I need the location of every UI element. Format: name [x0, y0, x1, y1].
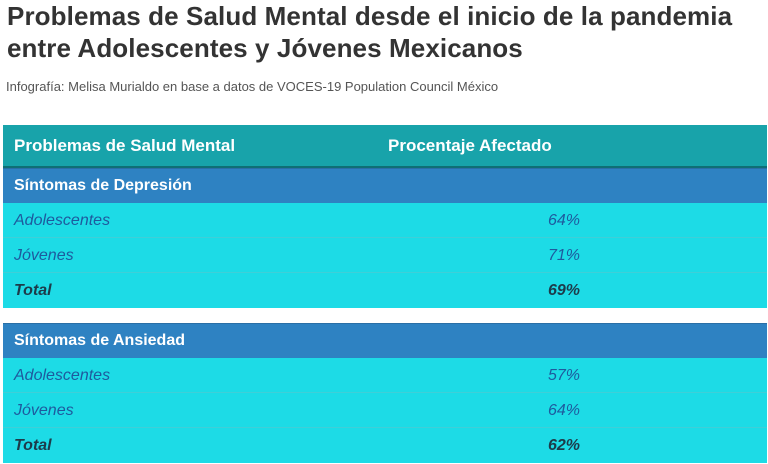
- table-row: Adolescentes 57%: [3, 358, 767, 393]
- row-label: Total: [14, 437, 52, 454]
- chart-subtitle: Infografía: Melisa Murialdo en base a da…: [6, 79, 499, 94]
- row-value: 69%: [547, 282, 580, 299]
- row-value: 62%: [547, 437, 580, 454]
- chart-title: Problemas de Salud Mental desde el inici…: [7, 1, 733, 63]
- table-row-total: Total 62%: [3, 428, 767, 463]
- row-value: 64%: [547, 212, 580, 229]
- data-table: Problemas de Salud Mental Procentaje Afe…: [3, 125, 767, 463]
- row-label: Adolescentes: [14, 212, 111, 229]
- group-header-anxiety: Síntomas de Ansiedad: [3, 323, 767, 358]
- row-value: 71%: [547, 247, 580, 264]
- row-label: Total: [14, 282, 52, 299]
- group-title-anxiety: Síntomas de Ansiedad: [14, 332, 185, 349]
- row-value: 57%: [547, 367, 580, 384]
- group-anxiety: Síntomas de Ansiedad Adolescentes 57% Jó…: [3, 323, 767, 463]
- row-label: Adolescentes: [14, 367, 111, 384]
- row-value: 64%: [547, 402, 580, 419]
- column-header-percentage: Procentaje Afectado: [388, 136, 552, 155]
- group-header-depression: Síntomas de Depresión: [3, 168, 767, 203]
- group-title-depression: Síntomas de Depresión: [14, 177, 192, 194]
- table-row: Adolescentes 64%: [3, 203, 767, 238]
- table-row-total: Total 69%: [3, 273, 767, 308]
- column-header-problem: Problemas de Salud Mental: [14, 136, 236, 155]
- row-label: Jóvenes: [14, 402, 74, 419]
- table-header-row: Problemas de Salud Mental Procentaje Afe…: [3, 125, 767, 168]
- group-depression: Síntomas de Depresión Adolescentes 64% J…: [3, 168, 767, 308]
- row-label: Jóvenes: [14, 247, 74, 264]
- table-row: Jóvenes 71%: [3, 238, 767, 273]
- table-row: Jóvenes 64%: [3, 393, 767, 428]
